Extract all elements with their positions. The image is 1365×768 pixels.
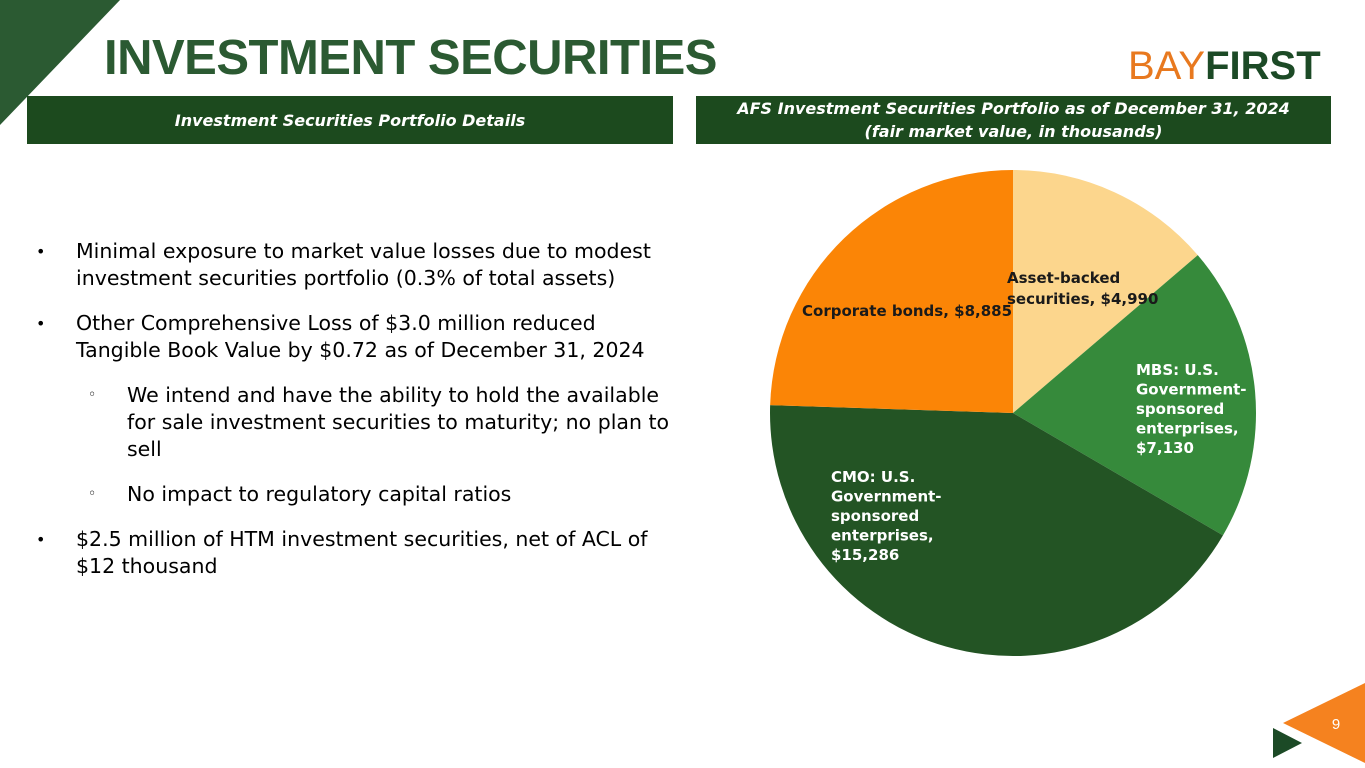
- bullet-marker: •: [36, 530, 46, 549]
- bullet-marker: •: [36, 242, 46, 261]
- slice-label-line: $15,286: [831, 546, 899, 564]
- bullet-item: ◦ We intend and have the ability to hold …: [36, 382, 676, 463]
- slice-label-line: Government-: [1136, 381, 1247, 399]
- pie-slice: [770, 170, 1013, 413]
- sub-bullet-marker: ◦: [88, 486, 97, 502]
- pie-slice: [1013, 255, 1257, 536]
- slice-label-line: enterprises,: [831, 527, 934, 545]
- details-bullet-list: • Minimal exposure to market value losses…: [36, 238, 676, 598]
- afs-heading-line2: (fair market value, in thousands): [864, 122, 1163, 141]
- bullet-text: $2.5 million of HTM investment securitie…: [76, 527, 648, 578]
- slice-label: Corporate bonds, $8,885: [802, 302, 1012, 320]
- page-title: INVESTMENT SECURITIES: [104, 31, 717, 85]
- bullet-item: • Other Comprehensive Loss of $3.0 millio…: [36, 310, 676, 364]
- slice-label-line: securities, $4,990: [1007, 290, 1158, 308]
- bullet-marker: •: [36, 314, 46, 333]
- afs-heading-line1: AFS Investment Securities Portfolio as o…: [737, 99, 1290, 118]
- logo-first: FIRST: [1205, 44, 1321, 88]
- slice-label-line: Government-: [831, 488, 942, 506]
- slice-label-line: enterprises,: [1136, 420, 1239, 438]
- slice-label: Asset-backed securities, $4,990: [1007, 269, 1158, 308]
- bullet-text: No impact to regulatory capital ratios: [127, 482, 512, 506]
- bullet-text: We intend and have the ability to hold t…: [127, 383, 670, 461]
- bayfirst-logo: BAYFIRST: [1128, 46, 1321, 86]
- portfolio-details-banner: Investment Securities Portfolio Details: [27, 96, 673, 144]
- bullet-item: ◦ No impact to regulatory capital ratios: [36, 481, 676, 508]
- bullet-item: • $2.5 million of HTM investment securiti…: [36, 526, 676, 580]
- bullet-item: • Minimal exposure to market value losses…: [36, 238, 676, 292]
- logo-bay: BAY: [1128, 44, 1206, 88]
- slice-label-line: sponsored: [1136, 400, 1224, 418]
- corner-triangle-decoration: [0, 0, 120, 125]
- sub-bullet-marker: ◦: [88, 387, 97, 403]
- slice-label-line: MBS: U.S.: [1136, 361, 1219, 379]
- slice-label: MBS: U.S. Government-sponsored enterprises…: [1136, 361, 1247, 457]
- bullet-text: Minimal exposure to market value losses …: [76, 239, 651, 290]
- slice-label-line: Corporate bonds, $8,885: [802, 302, 1012, 320]
- page-number: 9: [1331, 716, 1341, 733]
- slice-label-line: Asset-backed: [1007, 269, 1120, 287]
- pie-slice: [770, 405, 1223, 657]
- slice-label: CMO: U.S. Government-sponsored enterprises…: [831, 468, 942, 564]
- slice-label-line: $7,130: [1136, 439, 1194, 457]
- pie-slice: [1013, 170, 1198, 413]
- afs-portfolio-banner: AFS Investment Securities Portfolio as o…: [696, 96, 1331, 144]
- portfolio-details-heading: Investment Securities Portfolio Details: [174, 110, 526, 130]
- slice-label-line: sponsored: [831, 507, 919, 525]
- slice-label-line: CMO: U.S.: [831, 468, 915, 486]
- bullet-text: Other Comprehensive Loss of $3.0 million…: [76, 311, 645, 362]
